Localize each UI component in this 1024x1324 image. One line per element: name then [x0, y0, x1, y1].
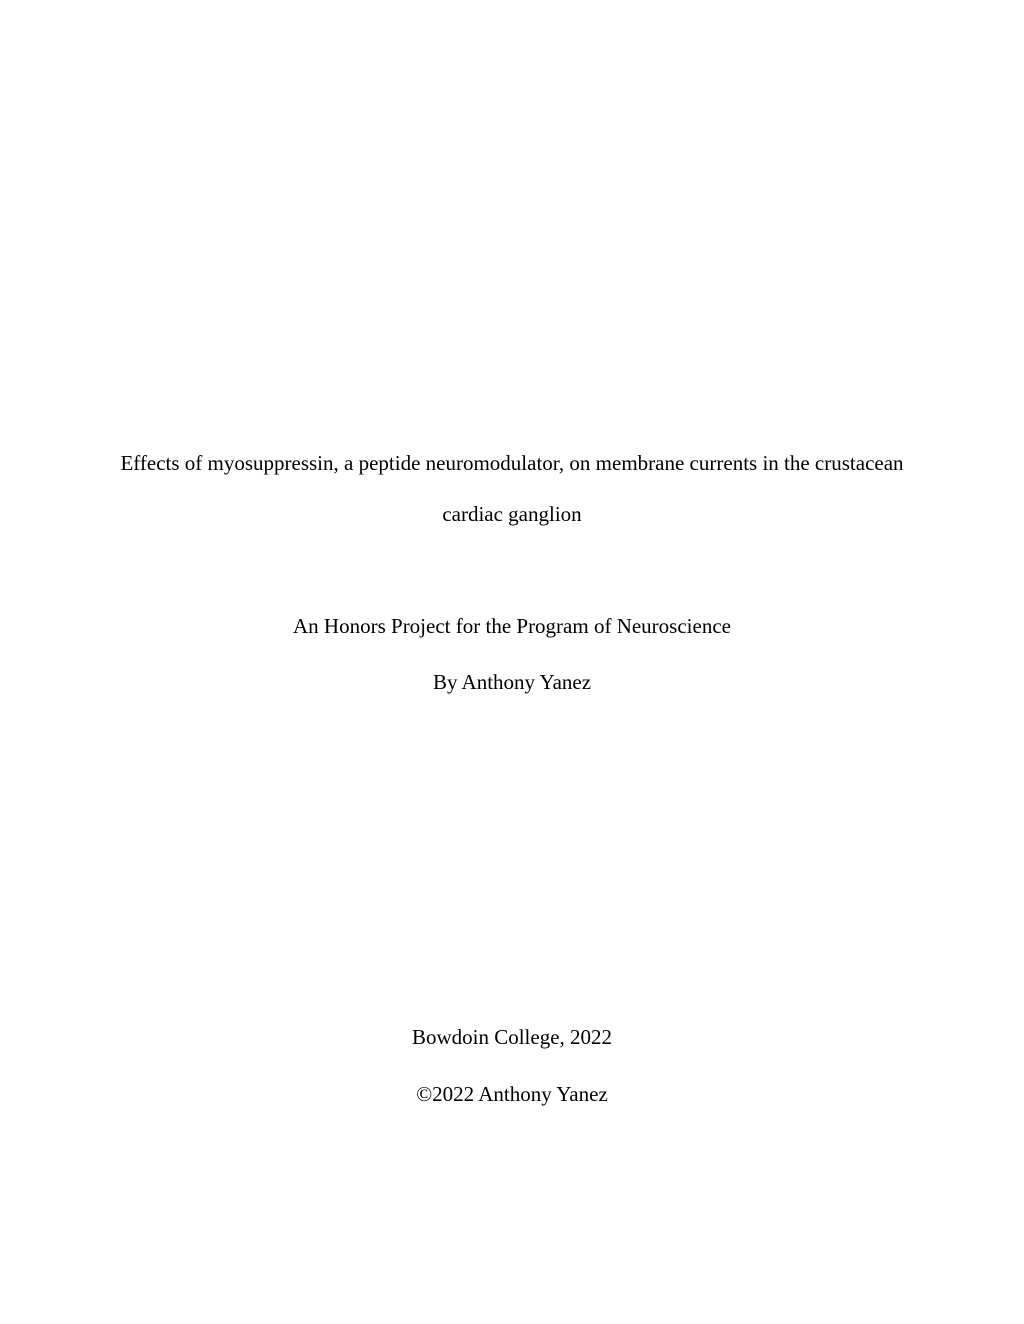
title-block: Effects of myosuppressin, a peptide neur…	[115, 448, 909, 527]
page-container: Effects of myosuppressin, a peptide neur…	[0, 0, 1024, 1324]
institution: Bowdoin College, 2022	[115, 1025, 909, 1050]
title-line-2: cardiac ganglion	[115, 502, 909, 527]
author: By Anthony Yanez	[115, 670, 909, 695]
title-line-1: Effects of myosuppressin, a peptide neur…	[115, 448, 909, 480]
subtitle: An Honors Project for the Program of Neu…	[115, 614, 909, 639]
copyright: ©2022 Anthony Yanez	[115, 1082, 909, 1107]
